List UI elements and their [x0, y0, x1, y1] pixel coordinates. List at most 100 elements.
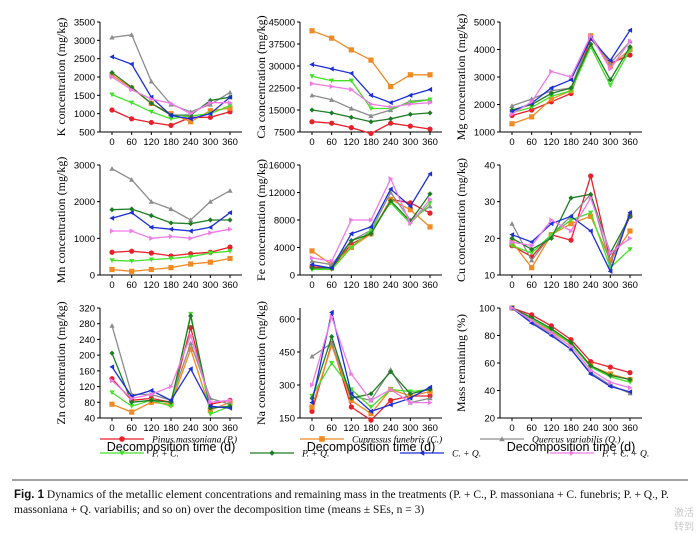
x-tick-label: 240 [183, 280, 199, 291]
data-point [588, 363, 594, 369]
data-point [427, 395, 433, 401]
caption-label: Fig. 1 [14, 489, 45, 501]
data-point [427, 191, 433, 197]
data-point [109, 34, 115, 40]
data-point [588, 195, 594, 201]
x-tick-label: 0 [309, 423, 314, 434]
data-point [329, 340, 335, 346]
data-point [348, 47, 354, 53]
data-point [227, 226, 233, 232]
y-tick-label: 160 [79, 366, 95, 377]
data-point [309, 107, 315, 113]
series-7 [109, 226, 233, 241]
data-point [148, 100, 154, 106]
legend-swatch-marker [119, 450, 125, 456]
data-point [129, 228, 135, 234]
data-point [129, 409, 135, 415]
y-tick-label: 37500 [269, 40, 295, 51]
data-point [548, 85, 554, 91]
data-point [568, 343, 574, 350]
y-tick-label: 12000 [269, 188, 295, 199]
x-tick-label: 120 [343, 137, 359, 148]
data-point [368, 130, 374, 137]
data-point [148, 199, 154, 204]
data-point [309, 81, 315, 87]
series-6 [109, 210, 233, 234]
data-point [348, 105, 354, 111]
data-point [348, 395, 354, 401]
x-tick-label: 300 [602, 137, 618, 148]
data-point [227, 255, 233, 262]
data-point [207, 108, 213, 114]
series-6 [109, 364, 233, 411]
legend-label: Quercus variabilis (Q.) [532, 435, 621, 446]
data-point [329, 265, 334, 271]
x-tick-label: 240 [583, 280, 599, 291]
series-7 [509, 33, 633, 117]
x-tick-label: 60 [126, 423, 137, 434]
series-7 [109, 74, 233, 117]
data-point [329, 110, 335, 116]
data-point [568, 74, 574, 80]
data-point [368, 101, 374, 107]
data-point [529, 312, 535, 318]
data-point [207, 101, 213, 107]
data-point [588, 210, 594, 216]
y-tick-label: 200 [79, 351, 95, 362]
data-point [148, 213, 154, 219]
data-point [188, 116, 193, 122]
legend-entry: P. + C. [100, 450, 179, 460]
x-tick-label: 300 [602, 423, 618, 434]
data-point [529, 107, 535, 113]
data-point [548, 90, 554, 97]
data-point [407, 111, 413, 117]
data-point [588, 228, 593, 234]
data-point [329, 66, 334, 72]
x-tick-label: 180 [163, 423, 179, 434]
chart-panel-cu: 10 20 30 40 0 60 120 180 240 300 360 Cu concentrati… [454, 158, 642, 291]
data-point [348, 231, 354, 237]
data-point [129, 116, 135, 122]
data-point [588, 371, 593, 377]
data-point [109, 215, 115, 221]
data-point [529, 246, 535, 252]
data-point [427, 210, 433, 216]
data-point [509, 235, 515, 241]
data-point [329, 78, 335, 84]
x-tick-label: 0 [109, 137, 114, 148]
y-tick-label: 500 [79, 128, 95, 139]
series-5 [309, 107, 433, 125]
data-point [588, 213, 594, 219]
y-tick-label: 450 [279, 348, 295, 359]
data-point [608, 379, 613, 385]
data-point [349, 371, 354, 377]
data-point [109, 364, 115, 370]
data-point [607, 60, 613, 66]
x-tick-label: 60 [326, 137, 337, 148]
data-point [408, 220, 413, 227]
data-point [208, 230, 213, 236]
x-tick-label: 60 [326, 280, 337, 291]
y-tick-label: 150 [279, 414, 295, 425]
x-tick-label: 300 [402, 280, 418, 291]
data-point [227, 89, 233, 95]
data-point [588, 191, 594, 197]
data-point [227, 217, 233, 223]
data-point [309, 255, 315, 261]
legend-entry: Pinus massoniana (P.) [100, 435, 237, 446]
data-point [568, 88, 574, 94]
x-tick-label: 60 [526, 423, 537, 434]
y-tick-label: 2500 [74, 54, 95, 65]
data-point [529, 265, 535, 271]
x-tick-label: 180 [563, 280, 579, 291]
y-tick-label: 40 [484, 386, 495, 397]
data-point [529, 250, 535, 256]
data-point [148, 224, 154, 230]
y-tick-label: 2000 [74, 73, 95, 84]
legend-swatch-marker [269, 450, 275, 456]
data-point [548, 326, 554, 332]
data-point [427, 196, 433, 202]
data-point [129, 206, 135, 212]
data-point [109, 207, 115, 213]
